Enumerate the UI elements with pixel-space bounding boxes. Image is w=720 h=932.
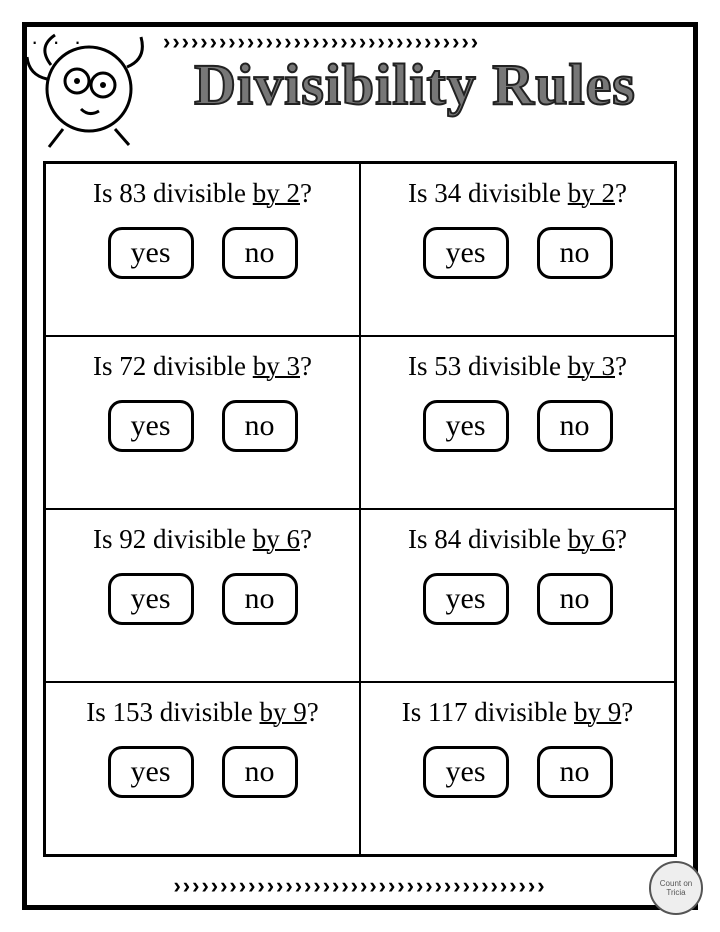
answer-row: yesno [108, 746, 298, 798]
question-cell: Is 34 divisible by 2? yesno [360, 163, 675, 336]
answer-row: yesno [423, 573, 613, 625]
publisher-logo: Count on Tricia [649, 861, 703, 915]
yes-button[interactable]: yes [108, 227, 194, 279]
question-text: Is 92 divisible by 6? [93, 524, 312, 555]
yes-button[interactable]: yes [423, 746, 509, 798]
yes-button[interactable]: yes [108, 746, 194, 798]
no-button[interactable]: no [537, 573, 613, 625]
no-button[interactable]: no [537, 227, 613, 279]
yes-button[interactable]: yes [423, 227, 509, 279]
yes-button[interactable]: yes [423, 400, 509, 452]
answer-row: yesno [108, 573, 298, 625]
question-cell: Is 53 divisible by 3? yesno [360, 336, 675, 509]
answer-row: yesno [108, 400, 298, 452]
question-cell: Is 72 divisible by 3? yesno [45, 336, 360, 509]
yes-button[interactable]: yes [423, 573, 509, 625]
worksheet-page: · · · ››››››››››››››››››››››››››››››››››… [22, 22, 698, 910]
chevron-border-bottom: ›››››››››››››››››››››››››››››››››››››››› [27, 871, 693, 899]
answer-row: yesno [423, 746, 613, 798]
question-text: Is 34 divisible by 2? [408, 178, 627, 209]
answer-row: yesno [108, 227, 298, 279]
no-button[interactable]: no [222, 227, 298, 279]
question-text: Is 83 divisible by 2? [93, 178, 312, 209]
question-cell: Is 92 divisible by 6? yesno [45, 509, 360, 682]
no-button[interactable]: no [222, 746, 298, 798]
no-button[interactable]: no [222, 400, 298, 452]
question-text: Is 53 divisible by 3? [408, 351, 627, 382]
question-cell: Is 84 divisible by 6? yesno [360, 509, 675, 682]
question-cell: Is 83 divisible by 2? yesno [45, 163, 360, 336]
no-button[interactable]: no [222, 573, 298, 625]
question-text: Is 117 divisible by 9? [402, 697, 633, 728]
worksheet-title: Divisibility Rules [137, 51, 693, 118]
answer-row: yesno [423, 400, 613, 452]
no-button[interactable]: no [537, 400, 613, 452]
question-cell: Is 153 divisible by 9? yesno [45, 682, 360, 855]
yes-button[interactable]: yes [108, 573, 194, 625]
yes-button[interactable]: yes [108, 400, 194, 452]
question-text: Is 84 divisible by 6? [408, 524, 627, 555]
corner-dots-tl: · · · [31, 29, 85, 55]
no-button[interactable]: no [537, 746, 613, 798]
question-text: Is 72 divisible by 3? [93, 351, 312, 382]
question-text: Is 153 divisible by 9? [86, 697, 318, 728]
answer-row: yesno [423, 227, 613, 279]
question-grid: Is 83 divisible by 2?yesnoIs 34 divisibl… [43, 161, 677, 857]
question-cell: Is 117 divisible by 9? yesno [360, 682, 675, 855]
